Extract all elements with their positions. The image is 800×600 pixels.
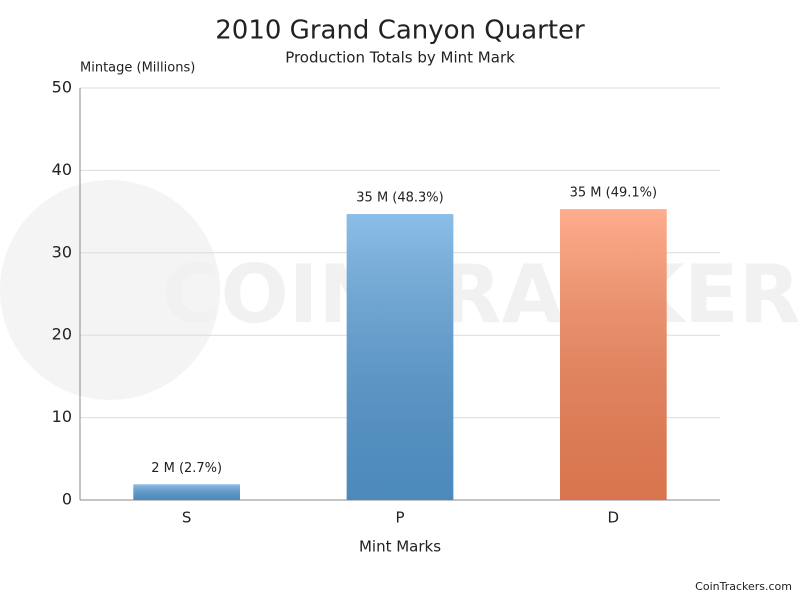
data-label: 35 M (49.1%) bbox=[570, 186, 657, 201]
y-tick-label: 40 bbox=[52, 160, 72, 179]
x-axis-label: Mint Marks bbox=[359, 538, 441, 556]
x-tick-label: D bbox=[608, 509, 620, 527]
source: CoinTrackers.com bbox=[695, 580, 792, 593]
x-tick-label: P bbox=[395, 509, 404, 527]
watermark-logo bbox=[0, 180, 220, 400]
y-tick-label: 10 bbox=[52, 407, 72, 426]
watermark: COINTRACKERS bbox=[162, 248, 800, 341]
y-tick-label: 50 bbox=[52, 78, 72, 97]
bar-shade bbox=[346, 214, 454, 500]
bar-shade bbox=[133, 484, 240, 500]
data-label: 35 M (48.3%) bbox=[356, 191, 443, 206]
bar-shade bbox=[560, 209, 667, 501]
y-tick-label: 30 bbox=[52, 242, 72, 261]
y-axis-label: Mintage (Millions) bbox=[80, 61, 195, 76]
chart-subtitle: Production Totals by Mint Mark bbox=[285, 49, 515, 67]
chart-title: 2010 Grand Canyon Quarter bbox=[215, 16, 585, 46]
y-tick-label: 20 bbox=[52, 325, 72, 344]
y-tick-label: 0 bbox=[62, 490, 72, 509]
x-tick-label: S bbox=[182, 509, 192, 527]
data-label: 2 M (2.7%) bbox=[151, 461, 222, 476]
